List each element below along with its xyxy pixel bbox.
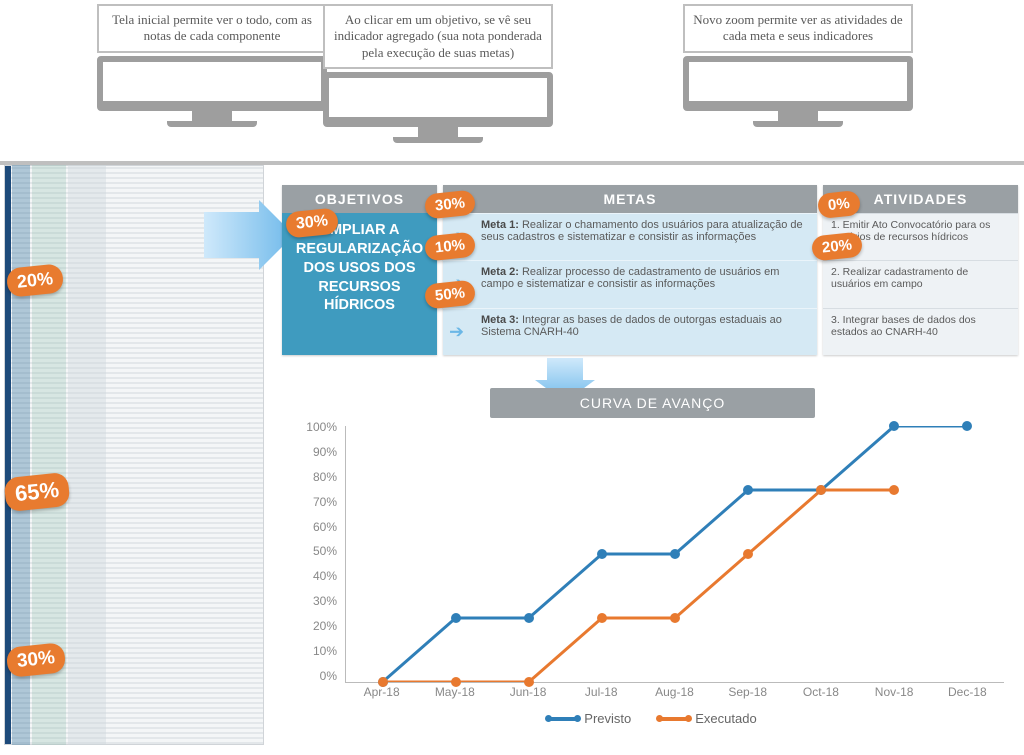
data-point xyxy=(524,613,534,623)
plot xyxy=(345,426,1004,683)
x-tick: Sep-18 xyxy=(711,685,784,705)
x-tick: Jul-18 xyxy=(565,685,638,705)
chart-title: CURVA DE AVANÇO xyxy=(490,388,815,418)
x-tick: Nov-18 xyxy=(858,685,931,705)
x-axis: Apr-18May-18Jun-18Jul-18Aug-18Sep-18Oct-… xyxy=(345,685,1004,705)
data-point xyxy=(816,485,826,495)
panel-head-metas: METAS xyxy=(443,185,817,213)
y-tick: 30% xyxy=(295,594,343,608)
legend-line-icon xyxy=(659,717,689,721)
monitor-3: Novo zoom permite ver as atividades de c… xyxy=(683,4,913,127)
data-point xyxy=(743,549,753,559)
x-tick: Aug-18 xyxy=(638,685,711,705)
chart-plot-area: 100% 90% 80% 70% 60% 50% 40% 30% 20% 10% 0% Apr-18… xyxy=(295,420,1010,705)
data-point xyxy=(670,549,680,559)
y-tick: 90% xyxy=(295,445,343,459)
x-tick: Jun-18 xyxy=(491,685,564,705)
monitor-screen-icon xyxy=(97,56,327,111)
chart-legend: Previsto Executado xyxy=(295,705,1010,726)
legend-executado: Executado xyxy=(659,711,756,726)
data-point xyxy=(962,421,972,431)
x-tick: May-18 xyxy=(418,685,491,705)
monitor-row: Tela inicial permite ver o todo, com as … xyxy=(0,0,1024,165)
y-tick: 50% xyxy=(295,544,343,558)
monitor-2: Ao clicar em um objetivo, se vê seu indi… xyxy=(323,4,553,143)
atividade-row[interactable]: 3. Integrar bases de dados dos estados a… xyxy=(823,308,1018,355)
legend-previsto: Previsto xyxy=(548,711,631,726)
x-tick: Apr-18 xyxy=(345,685,418,705)
y-axis: 100% 90% 80% 70% 60% 50% 40% 30% 20% 10% 0% xyxy=(295,420,343,683)
monitor-screen-icon xyxy=(323,72,553,127)
x-tick: Oct-18 xyxy=(784,685,857,705)
y-tick: 60% xyxy=(295,520,343,534)
y-tick: 100% xyxy=(295,420,343,434)
meta-row[interactable]: ➔ Meta 1: Realizar o chamamento dos usuá… xyxy=(443,213,817,260)
data-point xyxy=(597,549,607,559)
monitor-caption: Tela inicial permite ver o todo, com as … xyxy=(97,4,327,53)
y-tick: 70% xyxy=(295,495,343,509)
hierarchy-panels: OBJETIVOS AMPLIAR A REGULARIZAÇÃO DOS US… xyxy=(282,185,1018,355)
panel-metas[interactable]: METAS ➔ Meta 1: Realizar o chamamento do… xyxy=(443,185,817,355)
legend-line-icon xyxy=(548,717,578,721)
y-tick: 80% xyxy=(295,470,343,484)
data-point xyxy=(597,613,607,623)
progress-chart: CURVA DE AVANÇO 100% 90% 80% 70% 60% 50% 40% 30… xyxy=(295,388,1010,743)
meta-row[interactable]: ➔ Meta 3: Integrar as bases de dados de … xyxy=(443,308,817,355)
data-point xyxy=(670,613,680,623)
monitor-screen-icon xyxy=(683,56,913,111)
meta-row[interactable]: ➔ Meta 2: Realizar processo de cadastram… xyxy=(443,260,817,307)
panel-head-objetivos: OBJETIVOS xyxy=(282,185,437,213)
data-point xyxy=(451,613,461,623)
x-tick: Dec-18 xyxy=(931,685,1004,705)
data-point xyxy=(743,485,753,495)
metas-list: ➔ Meta 1: Realizar o chamamento dos usuá… xyxy=(443,213,817,355)
y-tick: 0% xyxy=(295,669,343,683)
monitor-caption: Novo zoom permite ver as atividades de c… xyxy=(683,4,913,53)
data-point xyxy=(889,421,899,431)
y-tick: 40% xyxy=(295,569,343,583)
monitor-caption: Ao clicar em um objetivo, se vê seu indi… xyxy=(323,4,553,69)
data-point xyxy=(889,485,899,495)
arrow-right-icon xyxy=(204,200,294,270)
atividade-row[interactable]: 2. Realizar cadastramento de usuários em… xyxy=(823,260,1018,307)
y-tick: 20% xyxy=(295,619,343,633)
y-tick: 10% xyxy=(295,644,343,658)
monitor-1: Tela inicial permite ver o todo, com as … xyxy=(97,4,327,127)
arrow-right-icon: ➔ xyxy=(449,321,464,342)
